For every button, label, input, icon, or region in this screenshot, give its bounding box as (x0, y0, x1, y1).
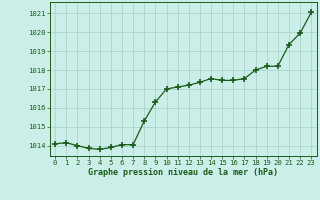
X-axis label: Graphe pression niveau de la mer (hPa): Graphe pression niveau de la mer (hPa) (88, 168, 278, 177)
